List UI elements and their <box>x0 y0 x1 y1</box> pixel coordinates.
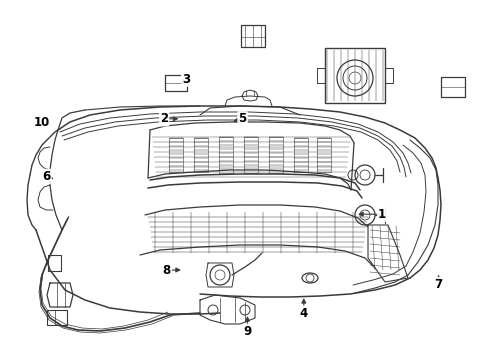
Bar <box>325 48 385 103</box>
Text: 7: 7 <box>435 278 442 291</box>
Text: 5: 5 <box>239 112 246 125</box>
Text: 4: 4 <box>300 307 308 320</box>
Text: 8: 8 <box>163 264 171 276</box>
Text: 2: 2 <box>160 112 168 125</box>
Text: 9: 9 <box>244 325 251 338</box>
Text: 6: 6 <box>43 170 50 183</box>
Text: 10: 10 <box>33 116 50 129</box>
Text: 1: 1 <box>378 208 386 221</box>
Text: 3: 3 <box>182 73 190 86</box>
